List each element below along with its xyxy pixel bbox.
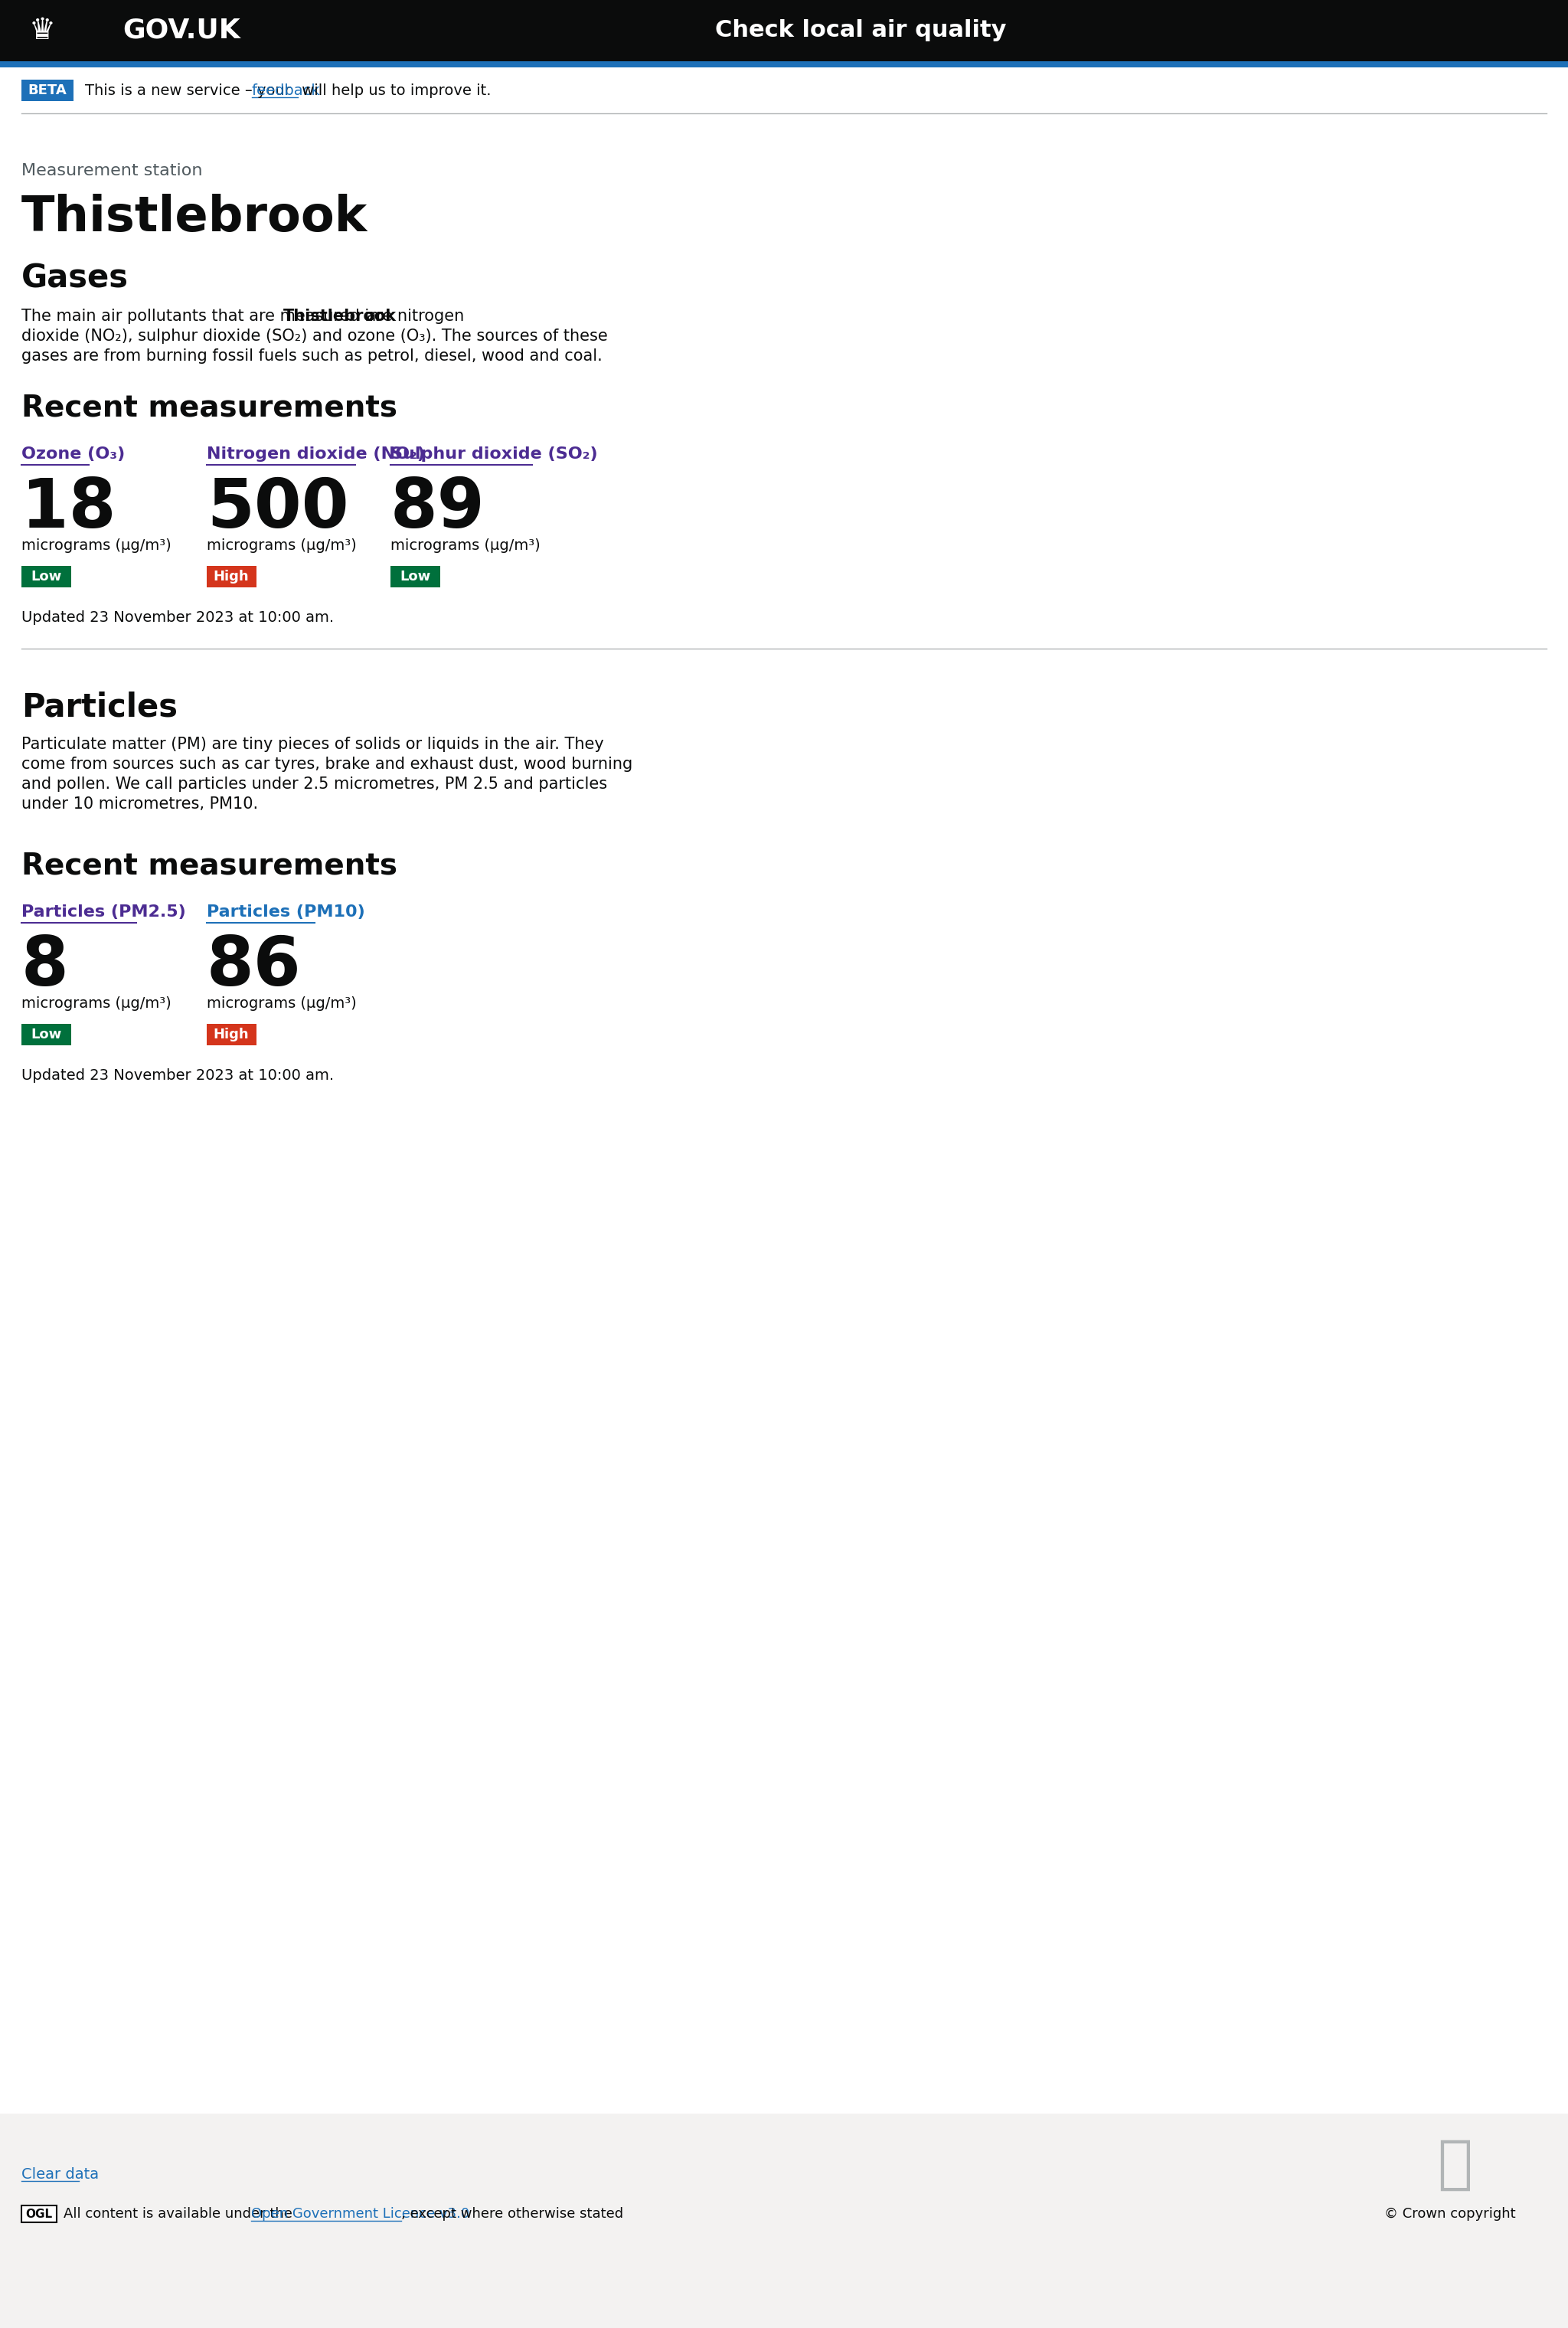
Text: ♛: ♛ bbox=[28, 16, 55, 44]
Text: The main air pollutants that are measured in: The main air pollutants that are measure… bbox=[22, 310, 384, 324]
FancyBboxPatch shape bbox=[207, 566, 257, 587]
Text: All content is available under the: All content is available under the bbox=[64, 2207, 296, 2221]
Text: feedback: feedback bbox=[251, 84, 320, 98]
Text: dioxide (NO₂), sulphur dioxide (SO₂) and ozone (O₃). The sources of these: dioxide (NO₂), sulphur dioxide (SO₂) and… bbox=[22, 328, 608, 345]
Text: Updated 23 November 2023 at 10:00 am.: Updated 23 November 2023 at 10:00 am. bbox=[22, 1069, 334, 1083]
Text: 500: 500 bbox=[207, 475, 348, 542]
Text: Clear data: Clear data bbox=[22, 2167, 99, 2181]
Text: Low: Low bbox=[30, 570, 61, 584]
Text: will help us to improve it.: will help us to improve it. bbox=[298, 84, 491, 98]
FancyBboxPatch shape bbox=[0, 2114, 1568, 2328]
Text: Recent measurements: Recent measurements bbox=[22, 850, 397, 880]
Text: micrograms (μg/m³): micrograms (μg/m³) bbox=[22, 996, 171, 1010]
FancyBboxPatch shape bbox=[0, 61, 1568, 68]
Text: Recent measurements: Recent measurements bbox=[22, 393, 397, 421]
Text: 89: 89 bbox=[390, 475, 485, 542]
Text: micrograms (μg/m³): micrograms (μg/m³) bbox=[22, 538, 171, 554]
Text: micrograms (μg/m³): micrograms (μg/m³) bbox=[207, 996, 356, 1010]
Text: 86: 86 bbox=[207, 934, 301, 1001]
Text: OGL: OGL bbox=[25, 2209, 52, 2219]
Text: Nitrogen dioxide (NO₂): Nitrogen dioxide (NO₂) bbox=[207, 447, 425, 461]
Text: Thistlebrook: Thistlebrook bbox=[22, 193, 367, 242]
Text: High: High bbox=[213, 570, 249, 584]
Text: GOV.UK: GOV.UK bbox=[122, 19, 240, 44]
FancyBboxPatch shape bbox=[22, 1024, 71, 1045]
Text: Measurement station: Measurement station bbox=[22, 163, 202, 179]
Text: ⛔: ⛔ bbox=[1438, 2137, 1472, 2193]
Text: Particulate matter (PM) are tiny pieces of solids or liquids in the air. They: Particulate matter (PM) are tiny pieces … bbox=[22, 736, 604, 752]
Text: Particles (PM2.5): Particles (PM2.5) bbox=[22, 903, 187, 920]
FancyBboxPatch shape bbox=[22, 79, 74, 100]
Text: Thistlebrook: Thistlebrook bbox=[284, 310, 397, 324]
FancyBboxPatch shape bbox=[0, 0, 1568, 61]
Text: micrograms (μg/m³): micrograms (μg/m³) bbox=[207, 538, 356, 554]
Text: © Crown copyright: © Crown copyright bbox=[1385, 2207, 1516, 2221]
Text: micrograms (μg/m³): micrograms (μg/m³) bbox=[390, 538, 541, 554]
FancyBboxPatch shape bbox=[22, 566, 71, 587]
Text: High: High bbox=[213, 1027, 249, 1041]
Text: Gases: Gases bbox=[22, 263, 129, 296]
FancyBboxPatch shape bbox=[0, 68, 1568, 114]
Text: 8: 8 bbox=[22, 934, 69, 1001]
Text: Particles (PM10): Particles (PM10) bbox=[207, 903, 365, 920]
Text: Sulphur dioxide (SO₂): Sulphur dioxide (SO₂) bbox=[390, 447, 597, 461]
Text: Check local air quality: Check local air quality bbox=[715, 19, 1007, 42]
Text: Low: Low bbox=[400, 570, 430, 584]
Text: Ozone (O₃): Ozone (O₃) bbox=[22, 447, 125, 461]
Text: under 10 micrometres, PM10.: under 10 micrometres, PM10. bbox=[22, 796, 259, 812]
Text: and pollen. We call particles under 2.5 micrometres, PM 2.5 and particles: and pollen. We call particles under 2.5 … bbox=[22, 778, 607, 792]
Text: BETA: BETA bbox=[28, 84, 67, 98]
Text: This is a new service – your: This is a new service – your bbox=[85, 84, 296, 98]
Text: gases are from burning fossil fuels such as petrol, diesel, wood and coal.: gases are from burning fossil fuels such… bbox=[22, 349, 602, 363]
Text: Low: Low bbox=[30, 1027, 61, 1041]
Text: come from sources such as car tyres, brake and exhaust dust, wood burning: come from sources such as car tyres, bra… bbox=[22, 757, 632, 773]
Text: , except where otherwise stated: , except where otherwise stated bbox=[401, 2207, 624, 2221]
Text: 18: 18 bbox=[22, 475, 116, 542]
Text: are nitrogen: are nitrogen bbox=[361, 310, 464, 324]
FancyBboxPatch shape bbox=[22, 2205, 56, 2223]
Text: Open Government Licence v3.0: Open Government Licence v3.0 bbox=[251, 2207, 469, 2221]
FancyBboxPatch shape bbox=[390, 566, 441, 587]
Text: Updated 23 November 2023 at 10:00 am.: Updated 23 November 2023 at 10:00 am. bbox=[22, 610, 334, 624]
FancyBboxPatch shape bbox=[207, 1024, 257, 1045]
Text: Particles: Particles bbox=[22, 691, 177, 724]
